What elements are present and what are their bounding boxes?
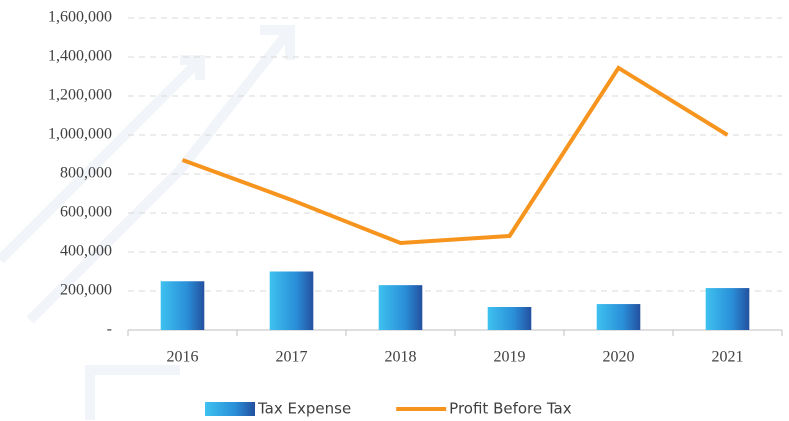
y-tick-label: 400,000	[60, 243, 112, 260]
bar	[269, 271, 314, 330]
x-tick-label: 2018	[385, 349, 417, 366]
y-tick-label: 600,000	[60, 204, 112, 221]
y-tick-label: 1,600,000	[48, 9, 112, 26]
x-tick-label: 2016	[167, 349, 199, 366]
y-tick-label: 800,000	[60, 165, 112, 182]
bar	[378, 285, 423, 330]
bar	[596, 304, 641, 330]
bar	[487, 306, 532, 330]
x-tick-label: 2020	[603, 349, 635, 366]
y-tick-label: 1,000,000	[48, 126, 112, 143]
y-tick-label: 1,200,000	[48, 87, 112, 104]
x-tick-label: 2019	[494, 349, 526, 366]
y-tick-label: -	[107, 321, 112, 338]
legend-label: Tax Expense	[257, 400, 351, 418]
legend-label: Profit Before Tax	[449, 400, 572, 418]
y-tick-label: 200,000	[60, 282, 112, 299]
bar	[160, 281, 205, 330]
x-tick-label: 2017	[276, 349, 308, 366]
y-tick-label: 1,400,000	[48, 48, 112, 65]
line	[181, 65, 729, 246]
legend-swatch	[205, 402, 255, 416]
watermark	[0, 25, 295, 420]
bar	[705, 288, 750, 330]
x-tick-label: 2021	[712, 349, 744, 366]
